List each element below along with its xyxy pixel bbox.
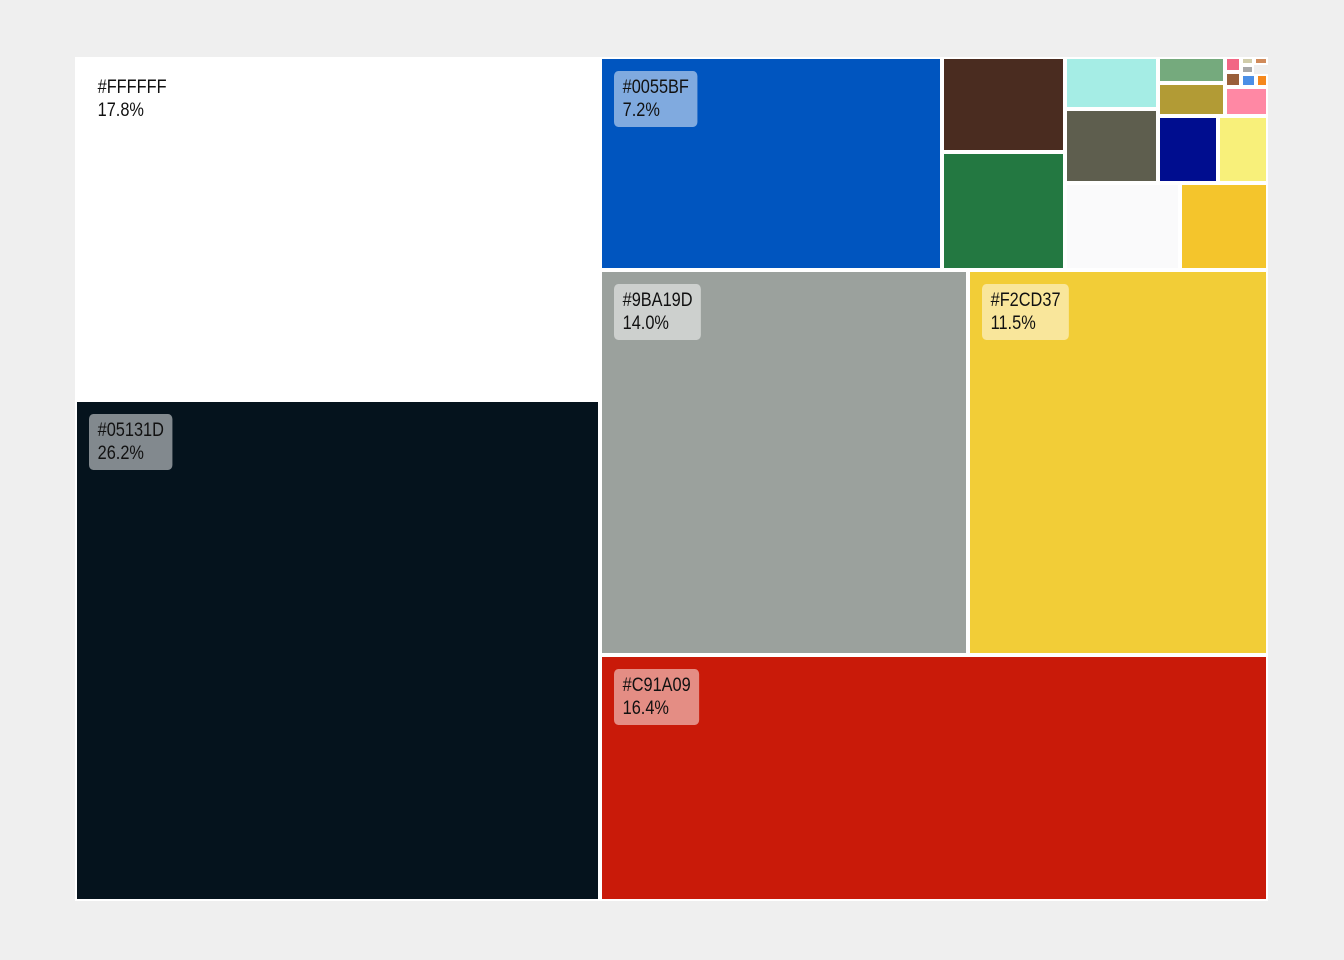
treemap-cell	[1065, 183, 1180, 270]
treemap-cell	[1225, 87, 1268, 116]
treemap-cell: #C91A09 16.4%	[600, 655, 1268, 901]
treemap-cell	[942, 152, 1065, 270]
treemap-cell: #0055BF 7.2%	[600, 57, 942, 270]
treemap-cell	[1180, 183, 1268, 270]
treemap-cell	[1218, 116, 1268, 183]
cell-label: #9BA19D 14.0%	[614, 284, 702, 340]
cell-percent: 16.4%	[622, 698, 669, 719]
treemap-cell	[1241, 74, 1256, 87]
treemap-cell	[1158, 57, 1225, 83]
treemap-cell	[1241, 65, 1254, 74]
treemap-cell	[1158, 83, 1225, 116]
cell-label: #F2CD37 11.5%	[982, 284, 1070, 340]
treemap-cell: #F2CD37 11.5%	[968, 270, 1268, 655]
treemap-cell	[1241, 57, 1254, 65]
cell-label: #FFFFFF 17.8%	[89, 71, 175, 127]
cell-percent: 11.5%	[990, 313, 1036, 334]
cell-percent: 7.2%	[622, 100, 660, 121]
treemap-cell	[1225, 57, 1241, 72]
cell-label: #05131D 26.2%	[89, 414, 173, 470]
treemap-cell	[1256, 74, 1268, 87]
cell-label: #0055BF 7.2%	[614, 71, 698, 127]
cell-color-code: #05131D	[97, 420, 164, 441]
cell-percent: 26.2%	[97, 443, 144, 464]
cell-percent: 14.0%	[622, 313, 669, 334]
cell-color-code: #FFFFFF	[97, 77, 167, 98]
treemap-cell	[942, 57, 1065, 152]
treemap-cell	[1254, 57, 1268, 65]
treemap-cell	[1065, 57, 1158, 109]
treemap-cell	[1225, 72, 1241, 87]
cell-color-code: #C91A09	[622, 675, 691, 696]
treemap-cell: #FFFFFF 17.8%	[75, 57, 600, 400]
cell-percent: 17.8%	[97, 100, 144, 121]
treemap-cell: #05131D 26.2%	[75, 400, 600, 901]
cell-color-code: #F2CD37	[990, 290, 1061, 311]
treemap-cell	[1065, 109, 1158, 183]
cell-color-code: #0055BF	[622, 77, 689, 98]
cell-color-code: #9BA19D	[622, 290, 693, 311]
cell-label: #C91A09 16.4%	[614, 669, 700, 725]
treemap-cell: #9BA19D 14.0%	[600, 270, 968, 655]
treemap-cell	[1158, 116, 1218, 183]
